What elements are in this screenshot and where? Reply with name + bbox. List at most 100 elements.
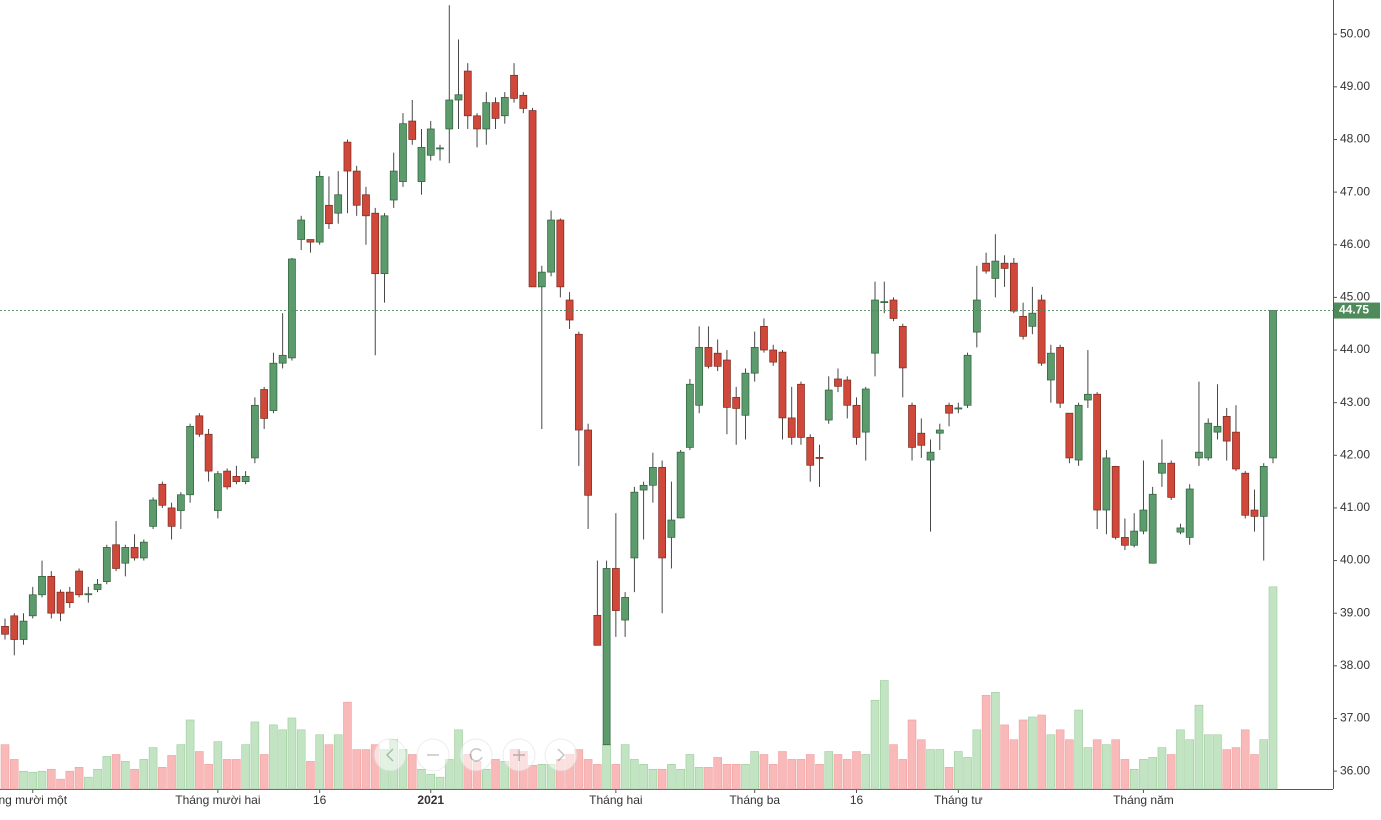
volume-bar [741, 764, 750, 790]
y-tick-label: 49.00 [1340, 79, 1370, 93]
volume-bar [37, 770, 47, 790]
candle-body [676, 451, 685, 519]
volume-bar [657, 768, 667, 790]
candle-body [389, 170, 398, 201]
volume-bar [93, 768, 102, 790]
candle-body [1158, 462, 1166, 474]
candle-body [972, 299, 981, 333]
candle-body [1250, 509, 1259, 517]
volume-bar [852, 751, 861, 790]
scroll-left-button[interactable] [373, 738, 407, 772]
candle-body [611, 568, 620, 611]
candle-body [1047, 352, 1055, 381]
volume-bar [148, 747, 158, 790]
candle-body [695, 347, 704, 406]
candle-body [1213, 425, 1222, 433]
volume-bar [435, 776, 445, 790]
volume-bar [232, 759, 241, 790]
candle-body [1232, 431, 1240, 470]
y-tick-label: 47.00 [1340, 184, 1370, 198]
volume-bar [1157, 747, 1167, 790]
x-tick-label: 2021 [417, 793, 444, 807]
volume-bar [204, 764, 213, 790]
volume-bar [102, 756, 112, 790]
volume-bar [417, 768, 426, 790]
candle-body [852, 404, 861, 438]
candle-body [704, 347, 713, 367]
volume-bar [482, 768, 491, 790]
candle-body [139, 541, 148, 559]
volume-bar [1250, 754, 1259, 790]
candle-body [945, 404, 953, 414]
candle-body [500, 97, 509, 117]
volume-bar [9, 759, 19, 790]
volume-bar [1055, 729, 1065, 790]
volume-bar [250, 721, 260, 790]
volume-bar [796, 759, 806, 790]
volume-bar [685, 754, 695, 790]
candle-body [1037, 299, 1046, 364]
candle-body [195, 415, 204, 435]
volume-bar [343, 701, 352, 790]
candle-body [65, 591, 74, 604]
candle-body [815, 457, 824, 459]
volume-bar [84, 776, 93, 790]
candle-body [445, 99, 454, 130]
candle-body [1167, 462, 1176, 498]
volume-bar [278, 729, 287, 790]
reset-button[interactable] [459, 738, 493, 772]
volume-bar [731, 764, 741, 790]
candle-body [898, 325, 907, 369]
volume-bar [1240, 729, 1250, 790]
y-tick-label: 40.00 [1340, 553, 1370, 567]
y-tick-label: 36.00 [1340, 763, 1370, 777]
candle-body [658, 467, 667, 559]
volume-bar [407, 754, 417, 790]
candle-body [760, 325, 768, 351]
candle-body [963, 354, 972, 406]
x-tick-label: Tháng tư [934, 793, 983, 807]
candle-body [824, 389, 833, 421]
volume-bar [926, 749, 935, 790]
volume-bar [972, 729, 982, 790]
volume-bar [963, 757, 972, 790]
volume-bar [315, 734, 324, 790]
y-tick-label: 50.00 [1340, 26, 1370, 40]
volume-bar [1213, 734, 1222, 790]
volume-bar [1120, 759, 1130, 790]
volume-bar [907, 719, 917, 790]
candle-body [639, 484, 648, 491]
volume-bar [713, 757, 722, 790]
volume-bar [1000, 724, 1009, 790]
candle-body [861, 388, 870, 433]
candle-body [954, 407, 963, 410]
volume-bar [56, 778, 65, 790]
x-tick-label: 16 [850, 793, 864, 807]
volume-bar [1046, 734, 1056, 790]
candle-body [380, 215, 389, 275]
candle-body [56, 591, 65, 614]
scroll-right-button[interactable] [544, 738, 578, 772]
y-tick-label: 38.00 [1340, 658, 1370, 672]
volume-bar [1037, 714, 1046, 790]
volume-bar [833, 754, 843, 790]
candle-body [723, 359, 731, 408]
y-tick-label: 37.00 [1340, 711, 1370, 725]
candle-body [528, 110, 537, 288]
candle-body [334, 194, 343, 214]
volume-bar [1194, 704, 1204, 790]
volume-bar [602, 744, 611, 790]
candle-body [10, 615, 19, 640]
candle-body [223, 470, 231, 488]
candle-body [130, 547, 139, 559]
volume-bar [111, 754, 121, 790]
candle-body [269, 362, 278, 411]
volume-bar [306, 761, 315, 790]
zoom-toolbar[interactable] [373, 738, 578, 772]
volume-bar [815, 764, 824, 790]
volume-bar [1028, 716, 1037, 790]
volume-bar [944, 767, 954, 790]
y-tick-label: 39.00 [1340, 605, 1370, 619]
candle-body [84, 593, 93, 596]
